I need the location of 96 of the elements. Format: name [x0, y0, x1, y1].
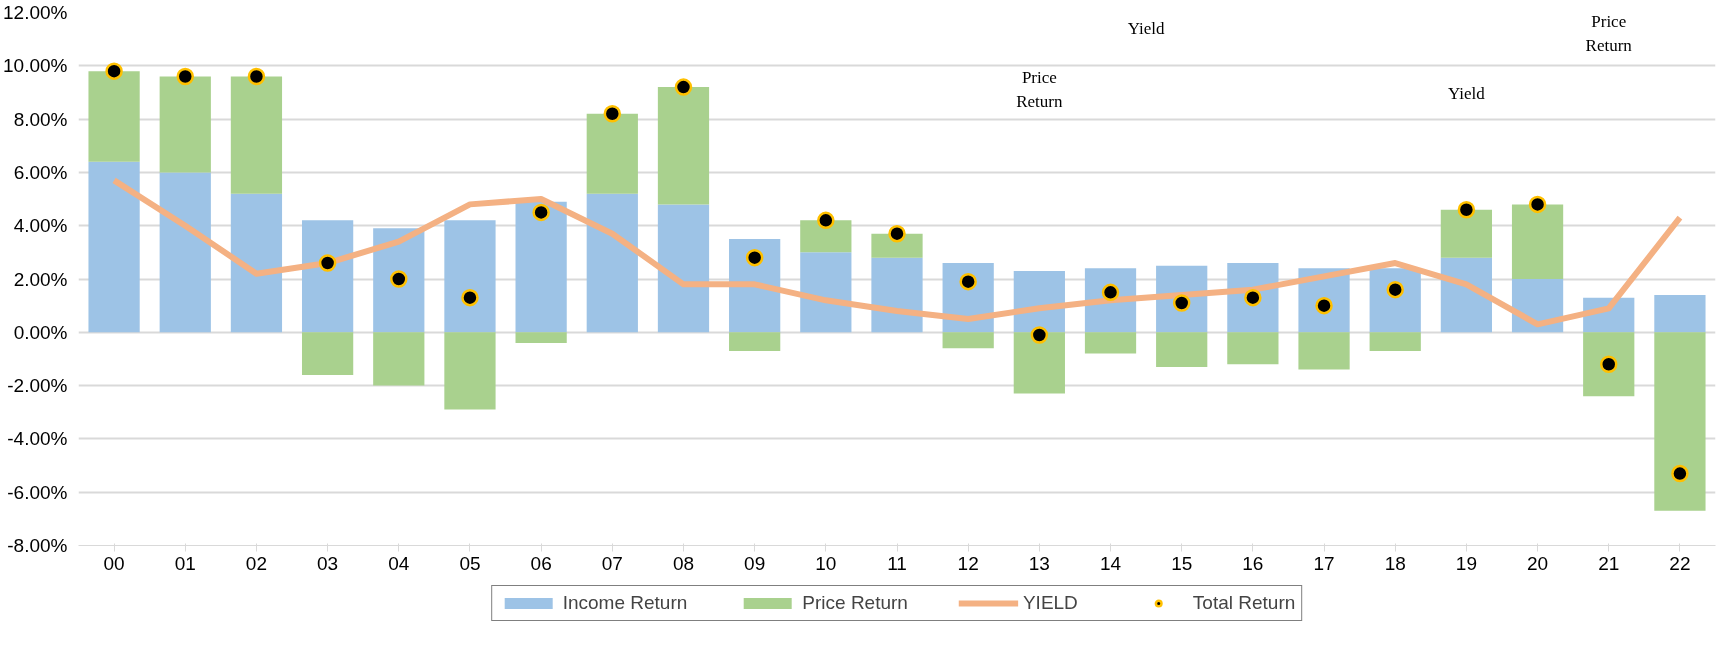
x-tick-label: 14 [1099, 552, 1122, 574]
bar [301, 332, 354, 375]
legend-label: YIELD [1022, 592, 1078, 614]
bar [942, 332, 994, 349]
bar [1654, 294, 1706, 333]
x-tick-label: 03 [317, 552, 339, 574]
y-tick-label: 4.00% [13, 215, 68, 237]
point [1528, 195, 1547, 214]
x-tick-label: 16 [1242, 552, 1264, 574]
x-tick-label: 21 [1598, 552, 1620, 574]
legend-label: Income Return [562, 592, 688, 614]
bar [1298, 332, 1350, 370]
bar [230, 193, 283, 333]
point [888, 224, 906, 243]
y-tick-label: 0.00% [13, 321, 68, 343]
bar [871, 233, 923, 258]
y-tick-label: 12.00% [3, 2, 68, 23]
x-tick-label: 13 [1028, 552, 1050, 574]
bar [1440, 257, 1493, 333]
bar [657, 204, 710, 333]
annotation: Yield [1127, 18, 1166, 38]
point [1671, 464, 1689, 483]
y-tick-label: -6.00% [7, 481, 68, 503]
bar [515, 332, 567, 343]
x-tick-label: 05 [459, 552, 481, 574]
legend-label: Price Return [802, 592, 908, 614]
bar [1084, 332, 1137, 354]
point [247, 67, 266, 86]
y-tick-label: 10.00% [3, 55, 68, 77]
x-tick-label: 00 [103, 552, 125, 574]
point [1030, 326, 1049, 344]
x-tick-label: 04 [388, 552, 410, 574]
x-tick-label: 17 [1313, 552, 1335, 574]
x-tick-label: 10 [815, 552, 837, 574]
x-tick-label: 19 [1455, 552, 1477, 574]
x-tick-label: 08 [672, 552, 695, 574]
bar [1013, 332, 1065, 394]
x-tick-label: 02 [245, 552, 268, 574]
y-tick-label: -4.00% [7, 428, 68, 450]
bar [657, 87, 710, 205]
bar [373, 332, 425, 386]
bar [1583, 332, 1635, 397]
bar [1227, 332, 1279, 365]
x-tick-label: 20 [1527, 552, 1549, 574]
bar [1511, 204, 1564, 279]
x-tick-label: 18 [1384, 552, 1406, 574]
bar [515, 201, 567, 333]
bar [1440, 209, 1493, 258]
point [532, 203, 550, 222]
x-tick-label: 06 [530, 552, 552, 574]
point [817, 211, 835, 230]
legend-label: Total Return [1192, 592, 1296, 614]
x-tick-label: 12 [957, 552, 979, 574]
x-tick-label: 09 [744, 552, 766, 574]
y-tick-label: -2.00% [7, 375, 68, 397]
bar [1156, 332, 1208, 367]
point [1386, 280, 1404, 299]
bar [586, 193, 638, 333]
y-tick-label: 2.00% [13, 268, 68, 290]
x-tick-label: 22 [1669, 552, 1691, 574]
bar [800, 220, 852, 253]
bar [230, 76, 283, 194]
bar [729, 332, 781, 351]
annotation: Price Return [1585, 12, 1633, 56]
point [461, 288, 479, 307]
bar [444, 332, 496, 410]
point [674, 78, 693, 96]
y-tick-label: 8.00% [13, 108, 68, 130]
y-tick-label: 6.00% [13, 161, 68, 183]
bar [88, 161, 140, 333]
bar [159, 76, 211, 173]
bar [1369, 268, 1421, 333]
point [603, 105, 622, 123]
bar [444, 220, 496, 333]
point [176, 67, 195, 86]
point [390, 270, 408, 288]
bar [1654, 332, 1706, 511]
bar [586, 113, 638, 194]
x-tick-label: 07 [601, 552, 623, 574]
bar [1369, 332, 1421, 351]
bar [88, 71, 140, 162]
y-tick-label: -8.00% [7, 535, 68, 556]
bar [871, 257, 923, 333]
bar [159, 172, 211, 333]
annotation: Price Return [1016, 68, 1063, 112]
x-tick-label: 01 [174, 552, 196, 574]
point [1457, 200, 1476, 219]
point [318, 254, 337, 272]
point [959, 272, 977, 291]
bar [800, 252, 852, 333]
point [105, 62, 123, 80]
bar [301, 220, 354, 333]
x-tick-label: 15 [1171, 552, 1193, 574]
annotation: Yield [1447, 84, 1486, 104]
x-tick-label: 11 [887, 552, 907, 574]
point [745, 248, 764, 267]
